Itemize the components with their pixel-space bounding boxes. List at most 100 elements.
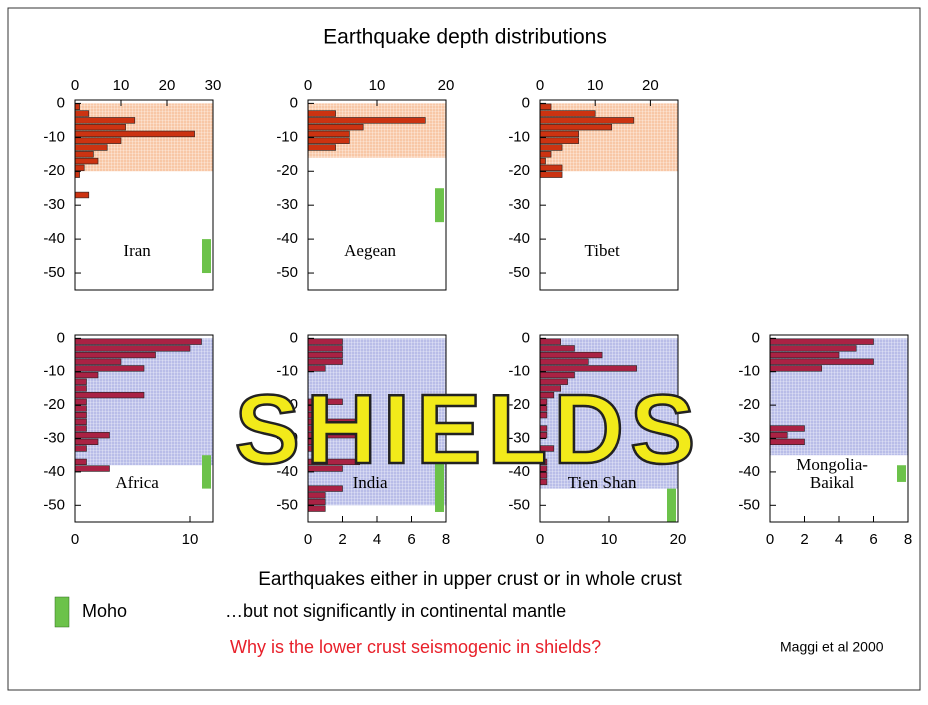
y-tick-label: -30 — [43, 429, 65, 446]
region-label: Baikal — [810, 473, 855, 492]
y-tick-label: 0 — [57, 329, 65, 346]
x-tick-label: 8 — [442, 531, 450, 548]
bar — [307, 123, 364, 131]
bar — [74, 345, 191, 352]
bar — [74, 117, 136, 124]
moho — [435, 455, 444, 512]
moho — [435, 188, 444, 223]
bar — [307, 130, 350, 138]
bar — [539, 358, 589, 365]
region-label: Iran — [123, 241, 151, 260]
bar — [74, 191, 90, 199]
bar — [74, 418, 87, 425]
x-tick-label: 30 — [205, 77, 222, 94]
bar — [769, 338, 874, 345]
x-tick-label: 0 — [536, 77, 544, 94]
x-tick-label: 20 — [642, 77, 659, 94]
x-tick-label: 0 — [536, 531, 544, 548]
plot-frame — [539, 99, 679, 291]
bar — [539, 151, 552, 158]
y-tick-label: 0 — [290, 329, 298, 346]
bar — [769, 358, 874, 365]
bar — [74, 445, 87, 452]
moho — [202, 455, 211, 489]
bar — [539, 351, 603, 359]
region-label: Mongolia- — [796, 455, 868, 474]
bar — [769, 345, 857, 352]
y-tick-label: -30 — [276, 429, 298, 446]
x-tick-label: 8 — [904, 531, 912, 548]
x-tick-label: 10 — [369, 77, 386, 94]
y-tick-label: -20 — [508, 162, 530, 179]
region-label: Tien Shan — [568, 473, 637, 492]
region-label: Tibet — [584, 241, 620, 260]
x-tick-label: 10 — [587, 77, 604, 94]
bar — [307, 338, 343, 345]
bar — [74, 338, 202, 345]
y-tick-label: -20 — [276, 396, 298, 413]
bar — [769, 351, 840, 359]
slide-title: Earthquake depth distributions — [323, 26, 607, 49]
y-tick-label: -20 — [43, 162, 65, 179]
y-tick-label: -40 — [508, 463, 530, 480]
y-tick-label: -10 — [738, 363, 760, 380]
bar — [74, 137, 122, 144]
bar — [74, 358, 122, 365]
bar — [307, 492, 326, 499]
bar — [74, 412, 87, 419]
y-tick-label: 0 — [290, 94, 298, 111]
x-tick-label: 10 — [601, 531, 618, 548]
y-tick-label: -40 — [43, 463, 65, 480]
bar — [307, 144, 336, 151]
y-tick-label: -50 — [738, 496, 760, 513]
bar — [769, 425, 805, 432]
x-tick-label: 0 — [304, 531, 312, 548]
y-tick-label: -10 — [276, 128, 298, 145]
note: …but not significantly in continental ma… — [225, 601, 566, 621]
bar — [74, 385, 87, 392]
bar — [539, 157, 546, 165]
legend-swatch — [54, 596, 70, 628]
y-tick-label: -20 — [508, 396, 530, 413]
plot-frame — [74, 99, 214, 291]
bar — [307, 117, 426, 124]
credit: Maggi et al 2000 — [780, 639, 884, 655]
bar — [307, 345, 343, 352]
y-tick-label: -10 — [508, 128, 530, 145]
x-tick-label: 10 — [113, 77, 130, 94]
y-tick-label: -40 — [276, 463, 298, 480]
y-tick-label: -20 — [276, 162, 298, 179]
bar — [769, 438, 805, 445]
x-tick-label: 20 — [438, 77, 455, 94]
y-tick-label: -40 — [276, 230, 298, 247]
y-tick-label: -10 — [43, 128, 65, 145]
bar — [307, 110, 336, 117]
bar — [74, 405, 87, 412]
x-tick-label: 20 — [159, 77, 176, 94]
x-tick-label: 0 — [766, 531, 774, 548]
bar — [539, 365, 637, 372]
bar — [74, 371, 99, 379]
bar — [307, 358, 343, 365]
bar — [74, 144, 108, 151]
bar — [539, 164, 563, 172]
bar — [539, 338, 562, 345]
y-tick-label: -10 — [43, 363, 65, 380]
bar — [539, 345, 575, 352]
y-tick-label: -40 — [508, 230, 530, 247]
y-tick-label: 0 — [752, 329, 760, 346]
y-tick-label: -20 — [738, 396, 760, 413]
bar — [74, 378, 87, 385]
plot-frame — [74, 334, 214, 523]
question: Why is the lower crust seismogenic in sh… — [230, 637, 601, 657]
bar — [539, 103, 552, 110]
x-axis-label: Earthquakes either in upper crust or in … — [258, 569, 682, 590]
y-tick-label: -10 — [508, 363, 530, 380]
bar — [74, 391, 145, 399]
y-tick-label: -30 — [508, 429, 530, 446]
bar — [539, 171, 563, 178]
bar — [74, 123, 126, 131]
bar — [74, 157, 99, 165]
y-tick-label: -50 — [43, 264, 65, 281]
